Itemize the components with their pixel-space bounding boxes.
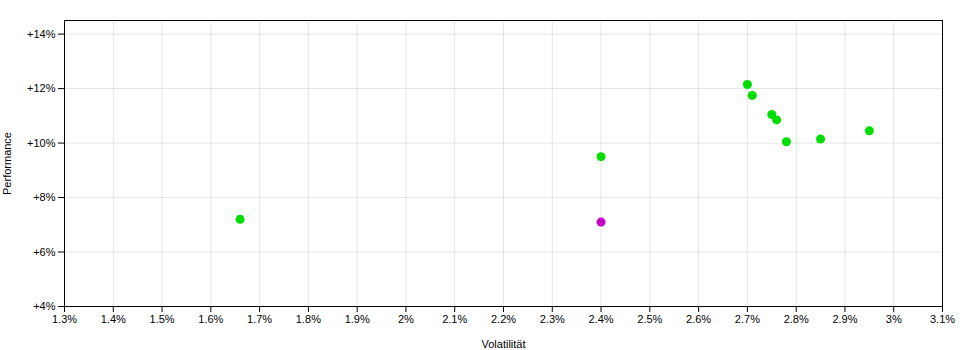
svg-text:1.3%: 1.3%	[52, 313, 77, 325]
svg-text:2.5%: 2.5%	[637, 313, 662, 325]
svg-text:2.7%: 2.7%	[735, 313, 760, 325]
svg-text:+6%: +6%	[33, 246, 56, 258]
svg-text:+8%: +8%	[33, 191, 56, 203]
svg-text:1.8%: 1.8%	[296, 313, 321, 325]
svg-text:3.1%: 3.1%	[930, 313, 955, 325]
svg-text:1.6%: 1.6%	[198, 313, 223, 325]
svg-text:+14%: +14%	[27, 28, 56, 40]
svg-text:2.9%: 2.9%	[832, 313, 857, 325]
svg-text:2.3%: 2.3%	[540, 313, 565, 325]
svg-text:2.1%: 2.1%	[442, 313, 467, 325]
svg-text:Performance: Performance	[1, 132, 13, 195]
svg-text:+10%: +10%	[27, 137, 56, 149]
svg-text:3%: 3%	[886, 313, 902, 325]
svg-text:1.9%: 1.9%	[345, 313, 370, 325]
svg-text:1.7%: 1.7%	[247, 313, 272, 325]
svg-text:Volatilität: Volatilität	[481, 338, 525, 350]
svg-text:+12%: +12%	[27, 82, 56, 94]
svg-text:+4%: +4%	[33, 300, 56, 312]
svg-text:2.8%: 2.8%	[784, 313, 809, 325]
svg-text:1.5%: 1.5%	[150, 313, 175, 325]
svg-text:2.4%: 2.4%	[589, 313, 614, 325]
svg-text:2%: 2%	[398, 313, 414, 325]
svg-text:2.6%: 2.6%	[686, 313, 711, 325]
svg-text:2.2%: 2.2%	[491, 313, 516, 325]
svg-text:1.4%: 1.4%	[101, 313, 126, 325]
